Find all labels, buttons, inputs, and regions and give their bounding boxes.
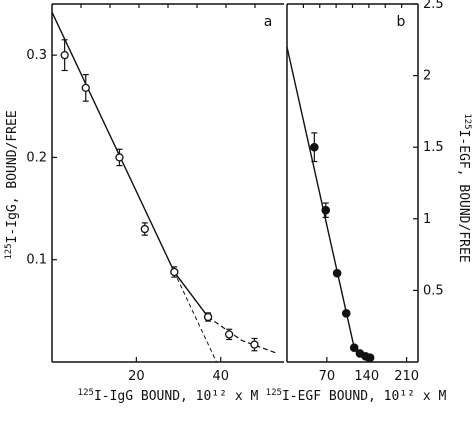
data-point (140, 224, 149, 234)
y-tick-label: 0.2 (26, 150, 47, 165)
x-tick-label: 20 (128, 369, 145, 384)
y-tick-label: 0.3 (26, 48, 47, 63)
y-tick-label: 2.5 (423, 0, 444, 12)
x-axis-label: 125I-IgG BOUND, 10¹² x M (78, 388, 259, 404)
data-point (341, 309, 351, 318)
data-point (310, 142, 319, 152)
data-point (81, 83, 90, 93)
panel-a: 0.1 0.2 0.3 20 40 a 125I-IgG BOUND, 10¹² x M 12… (4, 3, 284, 404)
data-point (321, 205, 331, 215)
fit-line (51, 11, 209, 318)
data-point (332, 268, 342, 278)
extrapolation-line (173, 271, 217, 363)
y-tick-label: 2 (423, 69, 431, 84)
x-tick-label: 40 (212, 369, 229, 384)
data-point (349, 343, 359, 352)
y-tick-label: 1 (423, 212, 431, 227)
panel-label: a (264, 14, 273, 30)
data-point (115, 153, 124, 162)
y-tick-label: 1.5 (423, 140, 444, 155)
data-point (225, 330, 234, 339)
panel-b: 0.5 1 1.5 2 2.5 70 140 210 b 125I-EGF BOUND, 10¹²… (266, 0, 472, 404)
x-tick-label: 140 (354, 369, 379, 384)
y-axis-label: 125I-EGF, BOUND/FREE (456, 113, 472, 262)
x-axis-label: 125I-EGF BOUND, 10¹² x M (266, 388, 447, 404)
y-axis-label: 125I-IgG, BOUND/FREE (4, 110, 20, 259)
fit-line-tail (173, 271, 276, 354)
data-point (60, 50, 69, 60)
data-point (203, 312, 213, 322)
y-tick-label: 0.5 (423, 283, 444, 298)
x-tick-label: 70 (319, 369, 336, 384)
x-tick-label: 210 (394, 369, 419, 384)
data-point (250, 340, 259, 349)
data-point (170, 267, 179, 277)
panel-label: b (397, 14, 406, 30)
y-tick-label: 0.1 (26, 253, 47, 268)
data-point (365, 353, 375, 363)
